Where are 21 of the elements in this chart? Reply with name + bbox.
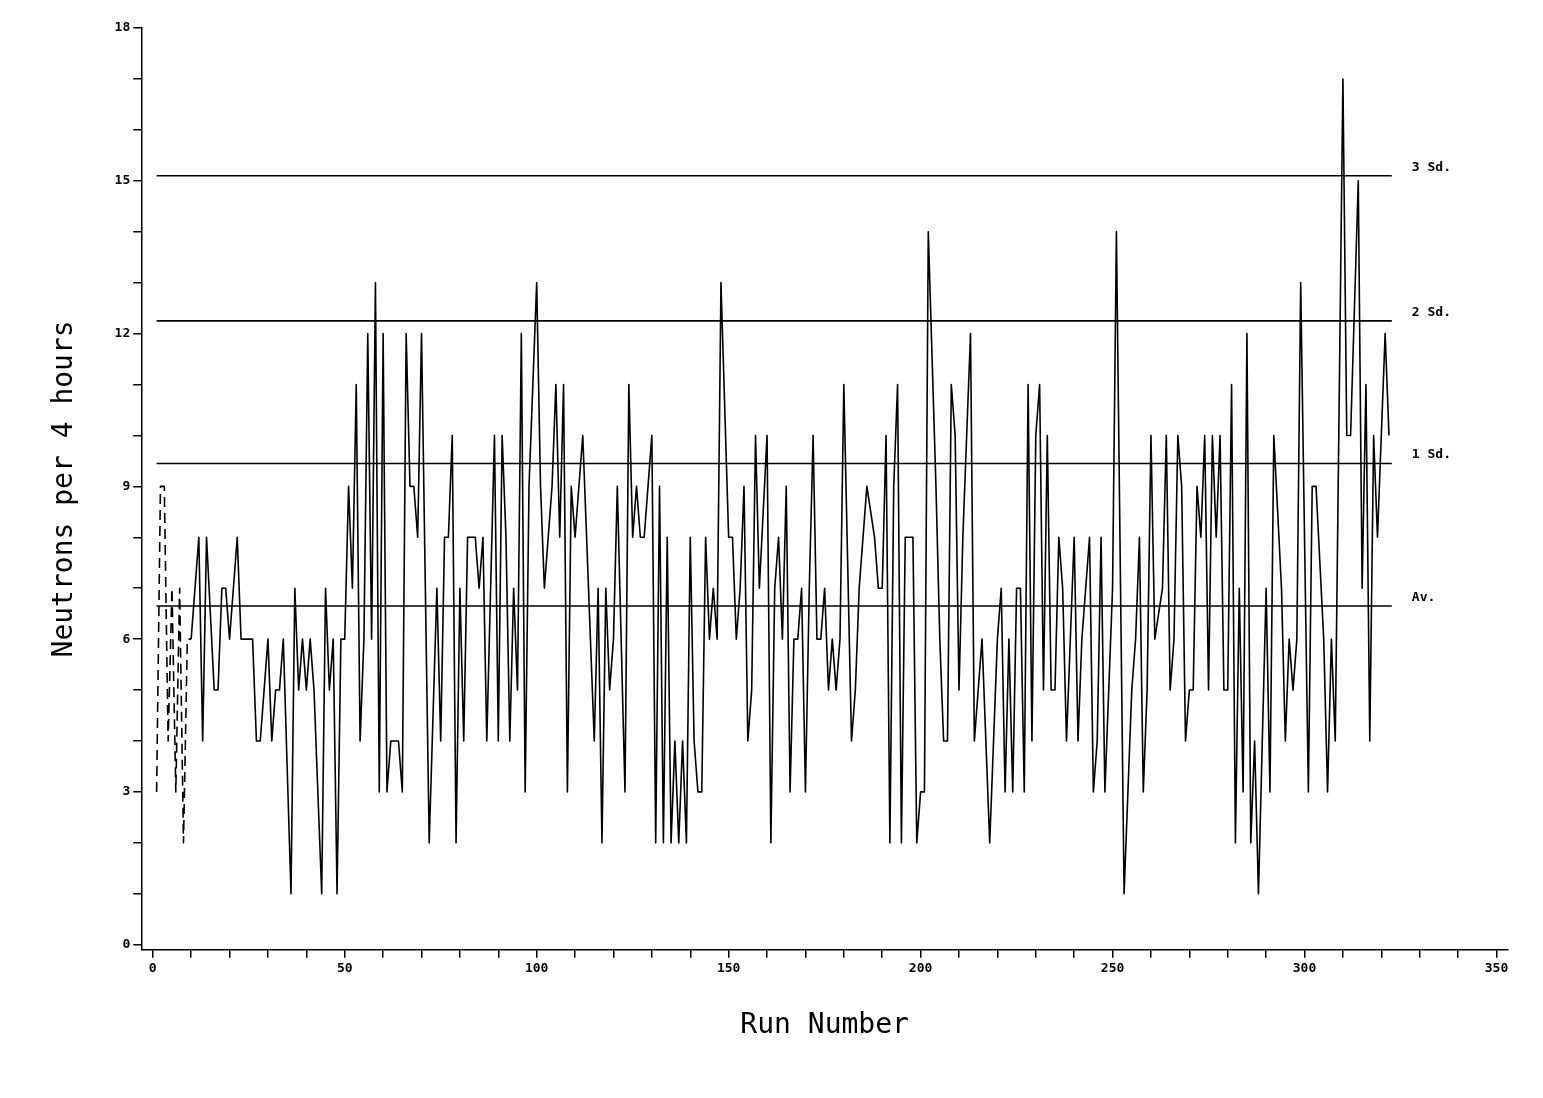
ref-line-label: 2 Sd. — [1411, 303, 1451, 319]
x-tick-label: 0 — [148, 959, 157, 975]
y-tick-label: 0 — [122, 936, 131, 952]
y-axis-title: Neutrons per 4 hours — [46, 320, 80, 658]
x-tick-label: 100 — [524, 959, 549, 975]
ref-line-label: 3 Sd. — [1411, 158, 1451, 174]
x-tick-label: 50 — [336, 959, 353, 975]
y-tick-label: 9 — [122, 477, 131, 493]
x-tick-label: 150 — [716, 959, 741, 975]
y-tick-label: 6 — [122, 630, 131, 646]
x-tick-label: 250 — [1100, 959, 1125, 975]
x-axis-title: Run Number — [740, 1007, 909, 1041]
y-tick-label: 15 — [114, 172, 131, 188]
y-tick-label: 3 — [122, 783, 131, 799]
ref-line-label: 1 Sd. — [1411, 446, 1451, 462]
x-tick-label: 300 — [1292, 959, 1317, 975]
y-tick-label: 12 — [114, 324, 131, 340]
ref-line-label: Av. — [1411, 588, 1436, 604]
x-tick-label: 350 — [1484, 959, 1509, 975]
y-tick-label: 18 — [114, 19, 131, 35]
x-tick-label: 200 — [908, 959, 933, 975]
